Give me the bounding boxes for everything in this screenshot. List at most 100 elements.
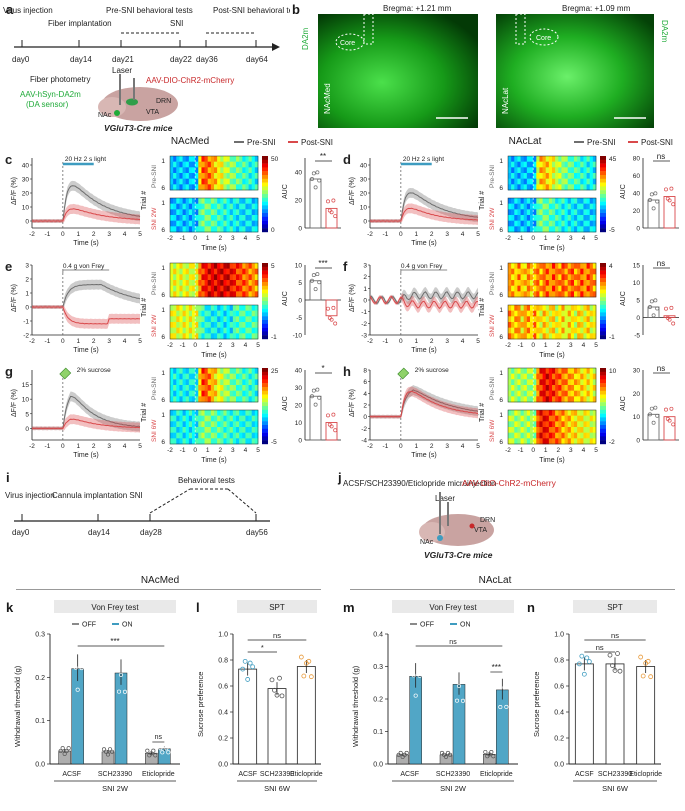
heat-cell-e — [179, 310, 183, 317]
heat-cell-e — [204, 305, 209, 311]
heat-cell-c — [239, 167, 243, 174]
heat-cell-c — [254, 173, 259, 179]
heat-cell-h — [586, 396, 591, 403]
heat-cell-h — [589, 385, 594, 391]
heat-cell-d — [574, 220, 578, 227]
heat-cell-h — [508, 421, 512, 428]
heat-cell-e — [192, 310, 196, 317]
heat-cell-c — [176, 178, 180, 185]
heat-cell-c — [217, 161, 221, 168]
heat-cell-g — [198, 410, 202, 416]
heat-cell-e — [254, 268, 259, 275]
heat-cell-f — [539, 268, 543, 275]
colorbar-cell-h — [600, 440, 606, 445]
heat-xtick-d-4: 4 — [582, 235, 586, 242]
heat-cell-d — [523, 161, 528, 168]
heat-cell-f — [564, 327, 569, 334]
heat-cell-h — [564, 421, 569, 428]
colorbar-cell-g — [262, 390, 268, 395]
colorbar-cell-h — [600, 413, 606, 418]
heat-xtick-e-4: 4 — [244, 342, 248, 349]
heat-cell-d — [580, 184, 584, 191]
a-event-2: Pre-SNI behavioral tests — [106, 6, 193, 15]
heat-cell-g — [254, 385, 259, 391]
heat-cell-d — [570, 184, 575, 191]
heat-cell-f — [574, 327, 578, 334]
heat-cell-f — [552, 316, 556, 323]
heat-cell-c — [207, 220, 212, 227]
heat-cell-h — [589, 390, 594, 397]
auc-point-c-0 — [310, 177, 314, 181]
a-vta-label: VTA — [146, 109, 159, 116]
heat-cell-d — [526, 178, 531, 185]
heat-cell-f — [561, 285, 565, 292]
heat-cell-d — [574, 226, 578, 233]
ytick-h--2: -2 — [361, 426, 367, 433]
heat-cell-c — [232, 203, 237, 210]
heat-cell-g — [232, 438, 237, 445]
heat-cell-e — [176, 291, 180, 298]
heat-cell-h — [514, 438, 518, 445]
ytick-c-30: 30 — [22, 177, 30, 184]
heat-cell-d — [517, 161, 521, 168]
bar-k-ON-0 — [71, 668, 84, 765]
i-event-0: Virus injection — [5, 491, 55, 500]
heat-cell-e — [207, 305, 212, 311]
heat-cell-g — [226, 385, 231, 391]
heat-cell-e — [251, 268, 256, 275]
i-event-1: Cannula implantation SNI — [52, 491, 143, 500]
heat-cell-e — [220, 305, 224, 311]
heat-cell-f — [564, 268, 569, 275]
heat-cell-e — [242, 280, 246, 286]
heat-cell-c — [214, 178, 218, 185]
heat-cell-g — [248, 427, 253, 433]
heat-cell-d — [567, 198, 572, 204]
colorbar-cell-g — [262, 379, 268, 384]
ytick-c-40: 40 — [22, 163, 30, 170]
heat-cell-c — [254, 178, 259, 185]
heat-cell-h — [539, 368, 543, 374]
auc-bar-g-1 — [325, 422, 338, 441]
heat-cell-c — [176, 203, 180, 210]
heat-cell-e — [185, 305, 190, 311]
heat-xtick-d-3: 3 — [569, 235, 573, 242]
heat-cell-g — [176, 421, 180, 428]
heat-cell-c — [192, 178, 196, 185]
trial-1-d-1: 1 — [499, 200, 503, 207]
heat-cell-d — [530, 156, 534, 162]
heat-cell-g — [226, 438, 231, 445]
heat-cell-d — [592, 161, 597, 168]
heat-cell-h — [545, 379, 550, 386]
heat-cell-h — [514, 421, 518, 428]
heat-cell-f — [523, 316, 528, 323]
heat-cell-c — [232, 178, 237, 185]
heat-cell-f — [548, 327, 553, 334]
heat-cell-c — [242, 220, 246, 227]
heat-cell-c — [251, 209, 256, 216]
heat-cell-f — [589, 274, 594, 281]
heat-cell-d — [517, 209, 521, 216]
heat-cell-c — [170, 167, 174, 174]
heat-cell-g — [207, 379, 212, 386]
heat-cell-c — [207, 215, 212, 221]
colorbar-cell-g — [262, 425, 268, 429]
heat-cell-g — [245, 373, 249, 380]
heat-cell-c — [217, 198, 221, 204]
heat-cell-g — [188, 373, 193, 380]
heat-cell-c — [251, 156, 256, 162]
heat-cell-e — [239, 285, 243, 292]
point-k-1-2 — [158, 746, 163, 751]
heat-cell-g — [182, 438, 187, 445]
xlabel-d: Time (s) — [411, 240, 436, 247]
title-box-m — [392, 600, 514, 613]
heat-cell-d — [523, 156, 528, 162]
photometry-rows: c 0 10 20 30 40 -2 -1 0 1 2 3 4 5 Time (s) ΔF/F (%) 20 H… — [0, 150, 685, 464]
heat-cell-f — [530, 263, 534, 269]
heat-cell-c — [248, 209, 253, 216]
heat-cell-c — [242, 156, 246, 162]
heat-cell-e — [232, 310, 237, 317]
heat-cell-h — [561, 410, 565, 416]
heat-cell-f — [520, 322, 525, 328]
heat-cond-f-1: SNI 2W — [489, 314, 496, 337]
heat-cell-e — [201, 285, 205, 292]
